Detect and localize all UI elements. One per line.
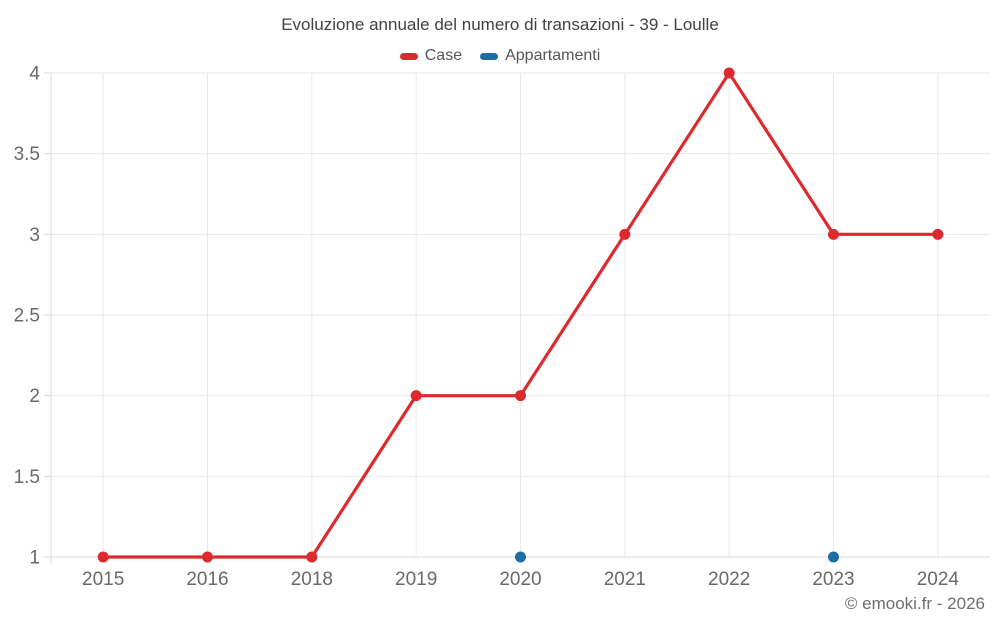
chart-legend: Case Appartamenti <box>0 47 1000 65</box>
case-point <box>202 551 213 563</box>
case-point <box>828 228 839 240</box>
y-axis-label: 2 <box>29 386 40 407</box>
y-axis-label: 3.5 <box>14 144 40 165</box>
case-series-swatch-icon <box>399 52 418 60</box>
chart-title: Evoluzione annuale del numero di transaz… <box>281 15 719 34</box>
x-axis-label: 2020 <box>499 569 541 590</box>
y-axis-label: 1 <box>29 548 40 569</box>
case-point <box>306 551 318 563</box>
case-point <box>723 67 735 79</box>
appartamenti-point <box>515 551 526 563</box>
appartamenti-series-swatch-icon <box>480 52 499 60</box>
y-axis-label: 3 <box>29 225 40 246</box>
legend-label-case: Case <box>424 47 463 64</box>
legend-item-appartamenti[interactable]: Appartamenti <box>480 47 600 65</box>
y-axis-label: 4 <box>29 64 40 85</box>
case-point <box>410 390 422 402</box>
copyright-text: © emooki.fr - 2026 <box>844 594 985 613</box>
x-axis-label: 2019 <box>395 569 437 590</box>
y-axis-label: 1.5 <box>14 467 40 488</box>
case-point <box>932 228 944 240</box>
x-axis-label: 2018 <box>291 569 333 590</box>
x-axis-label: 2021 <box>604 569 646 590</box>
x-axis-label: 2023 <box>812 569 854 590</box>
appartamenti-point <box>828 551 839 563</box>
x-axis-label: 2015 <box>82 569 124 590</box>
case-point <box>619 228 631 240</box>
x-axis-label: 2022 <box>708 569 750 590</box>
case-point <box>97 551 109 563</box>
case-point <box>515 390 526 402</box>
legend-label-appartamenti: Appartamenti <box>505 47 601 64</box>
x-axis-label: 2016 <box>186 569 228 590</box>
y-axis-label: 2.5 <box>14 306 40 327</box>
x-axis-label: 2024 <box>917 569 960 590</box>
legend-item-case[interactable]: Case <box>399 47 463 65</box>
